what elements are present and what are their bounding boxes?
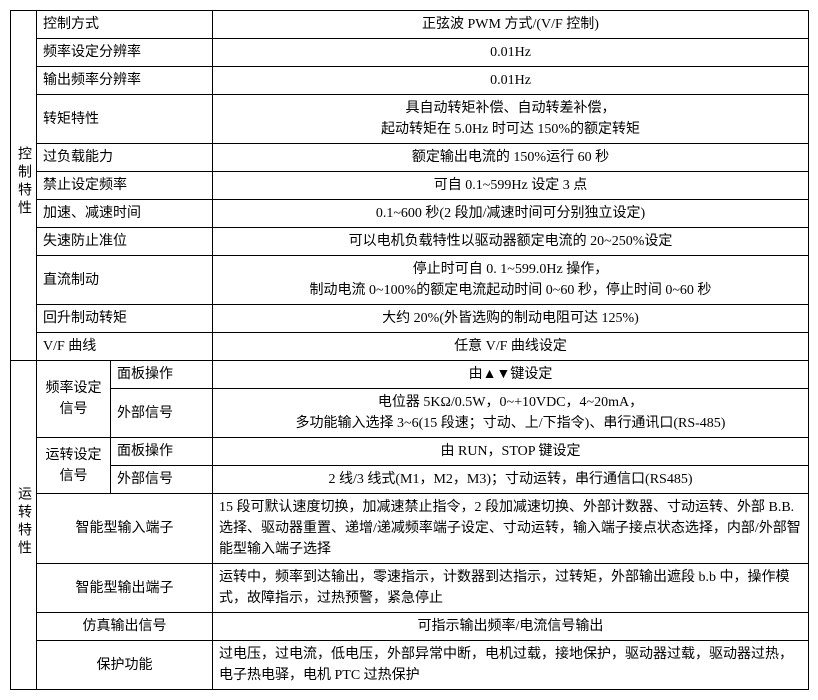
a-r4-label: 转矩特性 [37, 95, 213, 144]
a-r2-label: 频率设定分辨率 [37, 39, 213, 67]
b-analog-out-label: 仿真输出信号 [37, 613, 213, 641]
a-r1-label: 控制方式 [37, 11, 213, 39]
group-a-header-text: 控制特性 [13, 146, 34, 218]
a-r9-value: 停止时可自 0. 1~599.0Hz 操作，制动电流 0~100%的额定电流起动… [213, 256, 809, 305]
b-protect-value: 过电压，过电流，低电压，外部异常中断，电机过载，接地保护，驱动器过载，驱动器过热… [213, 641, 809, 690]
a-r7-label: 加速、减速时间 [37, 200, 213, 228]
b-smart-in-value: 15 段可默认速度切换，加减速禁止指令，2 段加减速切换、外部计数器、寸动运转、… [213, 494, 809, 564]
b-analog-out-value: 可指示输出频率/电流信号输出 [213, 613, 809, 641]
a-r6-value: 可自 0.1~599Hz 设定 3 点 [213, 172, 809, 200]
a-r3-label: 输出频率分辨率 [37, 67, 213, 95]
a-r2-value: 0.01Hz [213, 39, 809, 67]
group-b-header-text: 运转特性 [13, 486, 34, 558]
b-freq-ext-label: 外部信号 [111, 389, 213, 438]
b-run-panel-value: 由 RUN，STOP 键设定 [213, 438, 809, 466]
b-run-panel-label: 面板操作 [111, 438, 213, 466]
b-protect-label: 保护功能 [37, 641, 213, 690]
b-run-ext-value: 2 线/3 线式(M1，M2，M3)；寸动运转，串行通信口(RS485) [213, 466, 809, 494]
a-r3-value: 0.01Hz [213, 67, 809, 95]
a-r5-label: 过负载能力 [37, 144, 213, 172]
group-b-header: 运转特性 [11, 361, 37, 690]
b-smart-in-label: 智能型输入端子 [37, 494, 213, 564]
a-r1-value: 正弦波 PWM 方式/(V/F 控制) [213, 11, 809, 39]
group-a-header: 控制特性 [11, 11, 37, 361]
b-freq-label: 频率设定信号 [37, 361, 111, 438]
a-r10-label: 回升制动转矩 [37, 305, 213, 333]
b-freq-panel-label: 面板操作 [111, 361, 213, 389]
a-r10-value: 大约 20%(外皆选购的制动电阻可达 125%) [213, 305, 809, 333]
spec-table: 控制特性 控制方式 正弦波 PWM 方式/(V/F 控制) 频率设定分辨率 0.… [10, 10, 809, 690]
b-run-label: 运转设定信号 [37, 438, 111, 494]
a-r8-value: 可以电机负载特性以驱动器额定电流的 20~250%设定 [213, 228, 809, 256]
b-smart-out-value: 运转中，频率到达输出，零速指示，计数器到达指示，过转矩，外部输出遮段 b.b 中… [213, 564, 809, 613]
b-run-ext-label: 外部信号 [111, 466, 213, 494]
b-freq-ext-value: 电位器 5KΩ/0.5W，0~+10VDC，4~20mA，多功能输入选择 3~6… [213, 389, 809, 438]
a-r9-label: 直流制动 [37, 256, 213, 305]
a-r6-label: 禁止设定频率 [37, 172, 213, 200]
a-r5-value: 额定输出电流的 150%运行 60 秒 [213, 144, 809, 172]
a-r8-label: 失速防止准位 [37, 228, 213, 256]
b-smart-out-label: 智能型输出端子 [37, 564, 213, 613]
a-r11-label: V/F 曲线 [37, 333, 213, 361]
a-r7-value: 0.1~600 秒(2 段加/减速时间可分别独立设定) [213, 200, 809, 228]
b-freq-panel-value: 由▲▼键设定 [213, 361, 809, 389]
a-r11-value: 任意 V/F 曲线设定 [213, 333, 809, 361]
a-r4-value: 具自动转矩补偿、自动转差补偿，起动转矩在 5.0Hz 时可达 150%的额定转矩 [213, 95, 809, 144]
